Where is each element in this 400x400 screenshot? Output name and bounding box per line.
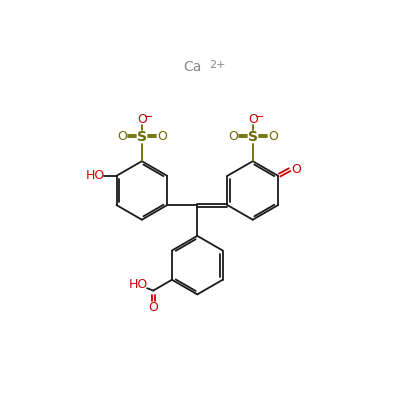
- Text: O: O: [148, 301, 158, 314]
- Text: Ca: Ca: [184, 60, 202, 74]
- Text: S: S: [248, 130, 258, 144]
- Text: 2+: 2+: [210, 60, 226, 70]
- Text: O: O: [292, 163, 302, 176]
- Text: O: O: [268, 130, 278, 143]
- Text: HO: HO: [128, 278, 148, 291]
- Text: O: O: [228, 130, 238, 143]
- Text: −: −: [144, 112, 154, 122]
- Text: −: −: [255, 112, 264, 122]
- Text: S: S: [137, 130, 147, 144]
- Text: O: O: [117, 130, 127, 143]
- Text: O: O: [137, 113, 147, 126]
- Text: O: O: [248, 113, 258, 126]
- Text: HO: HO: [85, 169, 104, 182]
- Text: O: O: [157, 130, 167, 143]
